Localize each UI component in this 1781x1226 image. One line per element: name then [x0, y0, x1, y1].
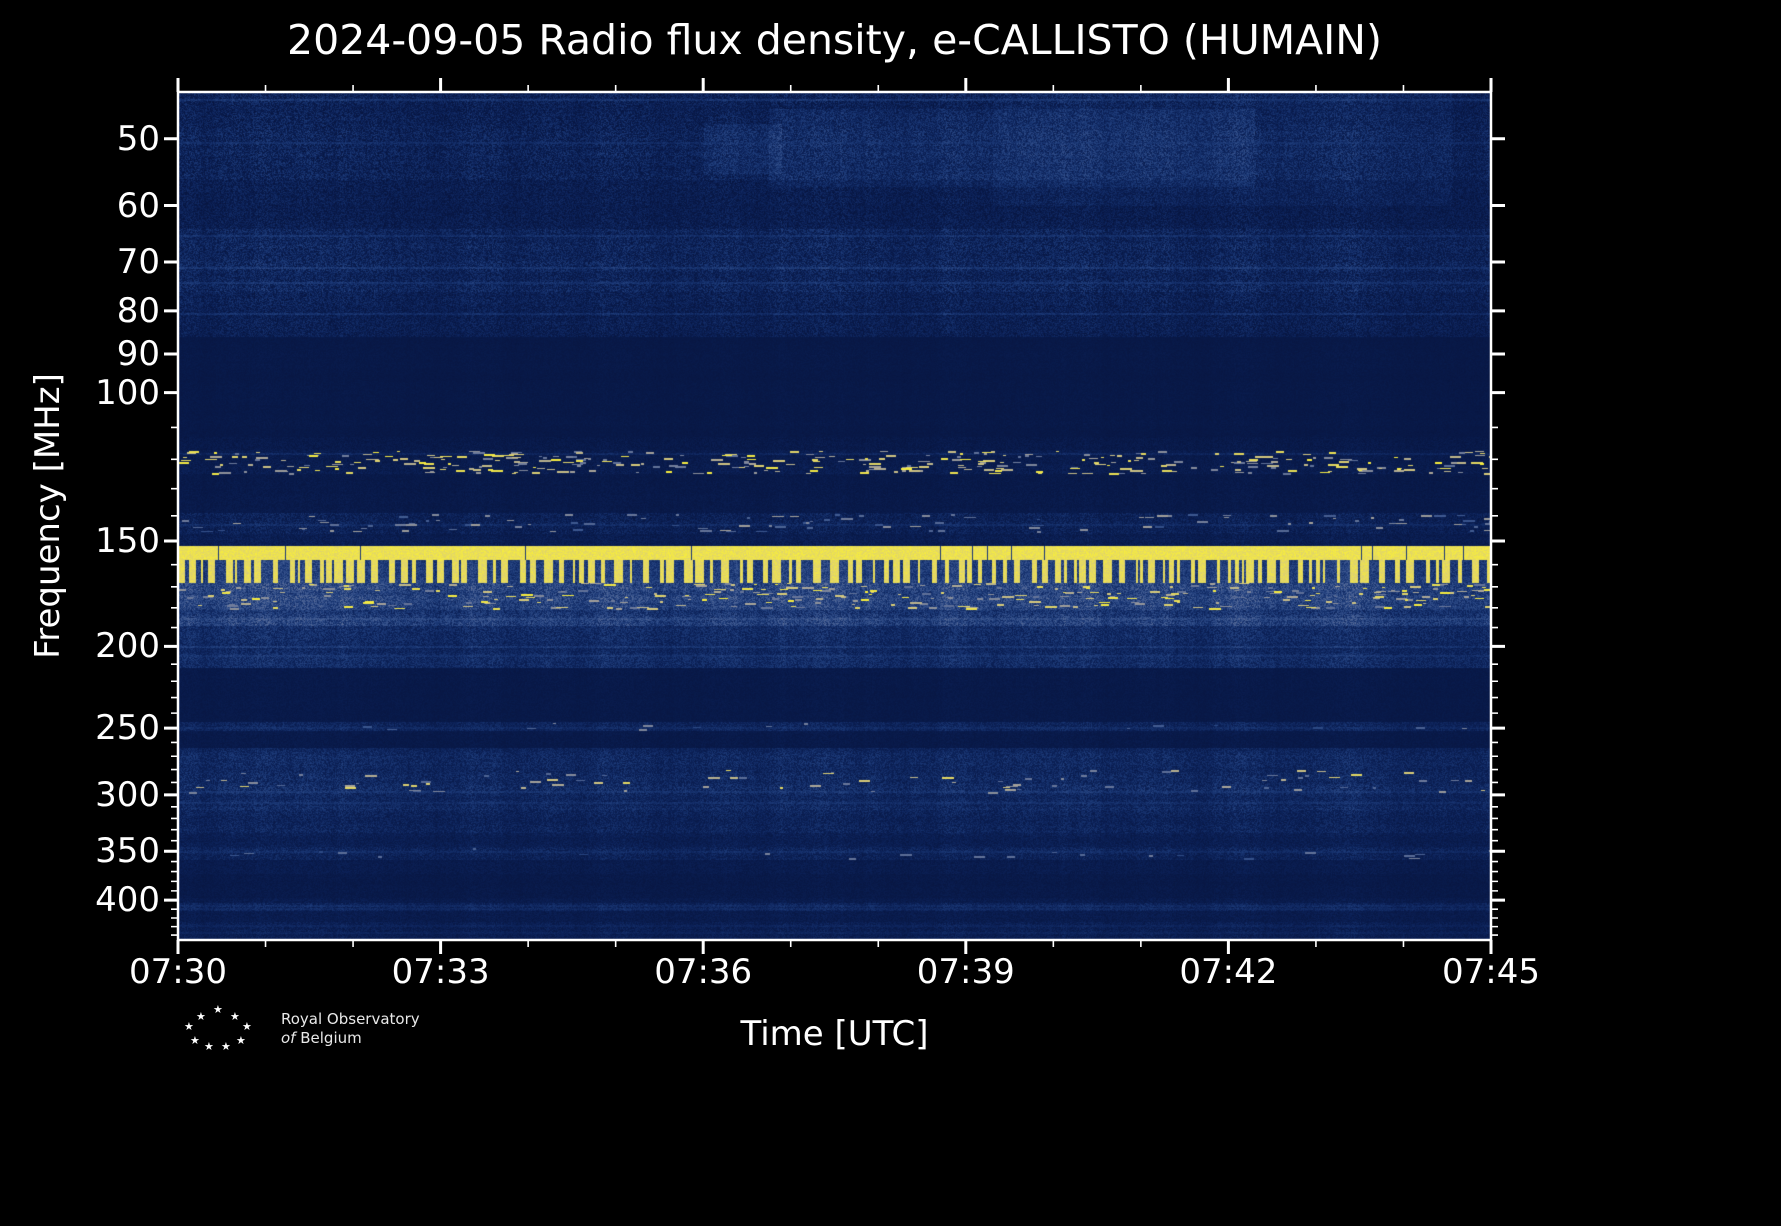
y-tick-label: 400 [95, 880, 160, 921]
y-tick-label: 90 [116, 334, 160, 374]
y-tick-label: 350 [95, 831, 160, 872]
x-tick-label: 07:42 [1179, 952, 1278, 992]
x-axis-label: Time [UTC] [740, 1014, 929, 1054]
stars-icon: ★ ★ ★ ★ ★ ★ ★ ★ ★ [183, 1004, 257, 1054]
x-tick-label: 07:45 [1442, 952, 1540, 992]
y-tick-label: 100 [95, 372, 160, 413]
y-tick-label: 50 [116, 118, 160, 159]
logo-text-line2: of Belgium [281, 1029, 362, 1047]
star-icon: ★ [230, 1010, 240, 1023]
star-icon: ★ [196, 1010, 206, 1023]
y-tick-label: 150 [95, 521, 160, 562]
star-icon: ★ [213, 1003, 223, 1016]
y-tick-label: 300 [95, 774, 160, 815]
chart-title: 2024-09-05 Radio flux density, e-CALLIST… [287, 16, 1382, 64]
star-icon: ★ [204, 1040, 214, 1053]
y-tick-label: 80 [116, 290, 160, 331]
x-tick-label: 07:39 [916, 952, 1015, 992]
logo-text-line1: Royal Observatory [281, 1009, 420, 1028]
y-tick-label: 60 [116, 185, 160, 226]
star-icon: ★ [242, 1020, 252, 1033]
logo-text: Royal Observatory of Belgium [281, 1010, 420, 1049]
x-tick-label: 07:33 [391, 952, 490, 992]
y-tick-label: 200 [95, 626, 160, 667]
rob-logo: ★ ★ ★ ★ ★ ★ ★ ★ ★ Royal Observatory of B… [183, 1004, 420, 1054]
star-icon: ★ [236, 1034, 246, 1047]
y-tick-label: 250 [95, 708, 160, 749]
x-tick-label: 07:36 [654, 952, 753, 992]
star-icon: ★ [190, 1034, 200, 1047]
star-icon: ★ [184, 1020, 194, 1033]
spectrogram-canvas [178, 92, 1491, 940]
star-icon: ★ [221, 1040, 231, 1053]
x-tick-label: 07:30 [129, 952, 227, 992]
y-axis-label: Frequency [MHz] [28, 373, 68, 659]
y-tick-label: 70 [116, 241, 160, 282]
